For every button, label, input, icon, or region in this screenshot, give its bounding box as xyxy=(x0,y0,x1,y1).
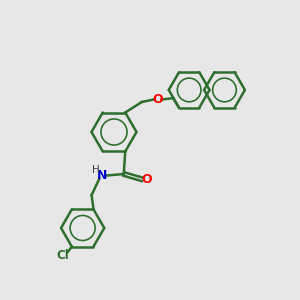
Text: O: O xyxy=(141,173,152,186)
Text: N: N xyxy=(97,169,107,182)
Text: Cl: Cl xyxy=(56,249,69,262)
Text: H: H xyxy=(92,165,99,175)
Text: O: O xyxy=(152,93,163,106)
